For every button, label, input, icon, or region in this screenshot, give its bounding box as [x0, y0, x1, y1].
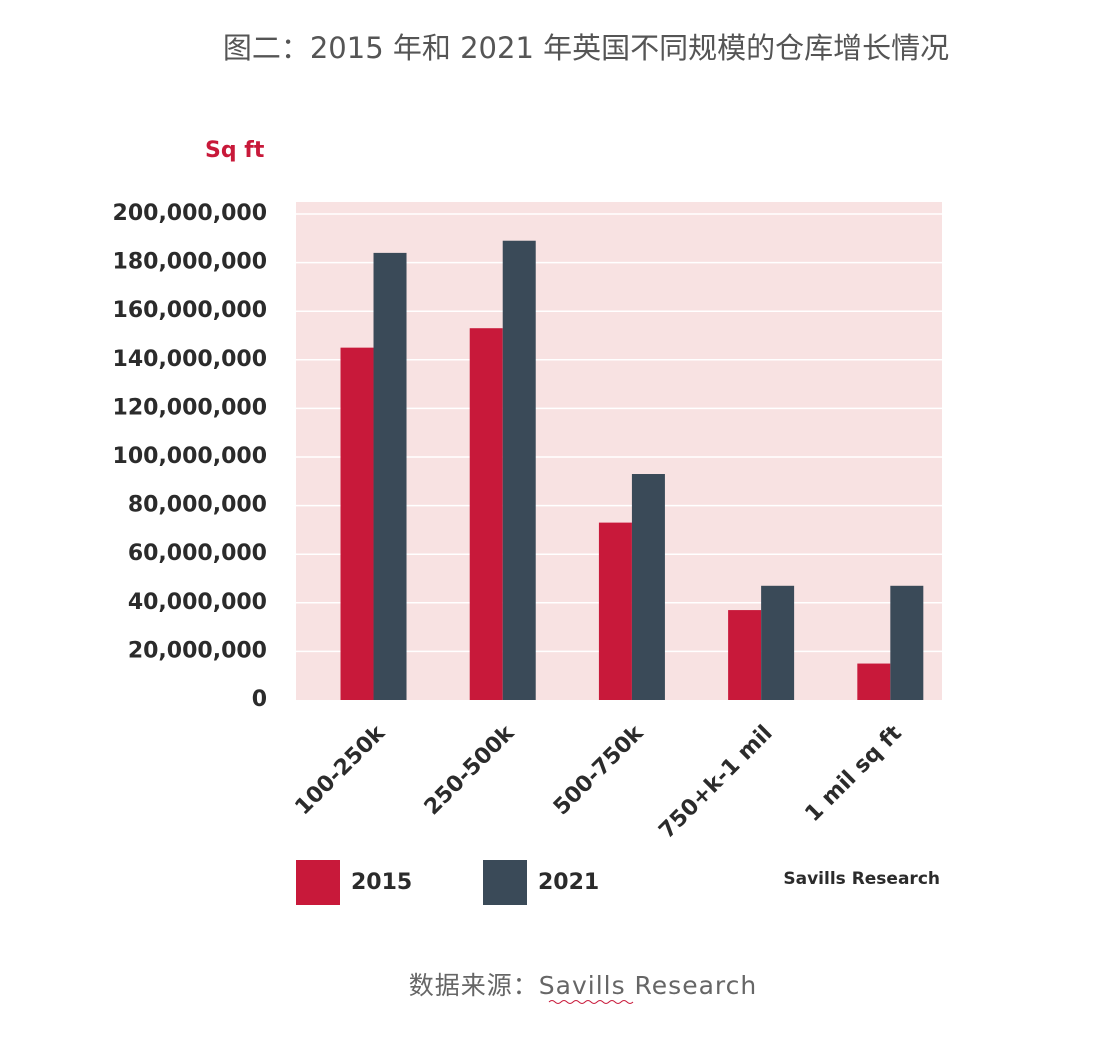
legend-label: 2015 [351, 870, 412, 895]
underline [548, 1000, 634, 1004]
bar [728, 610, 762, 700]
y-tick-label: 80,000,000 [128, 493, 267, 518]
y-tick-label: 140,000,000 [113, 347, 267, 372]
y-tick-label: 20,000,000 [128, 638, 267, 663]
legend-label: 2021 [538, 870, 599, 895]
y-tick-label: 100,000,000 [113, 444, 267, 469]
bar [373, 252, 407, 700]
bar [340, 347, 374, 700]
y-tick-label: 40,000,000 [128, 590, 267, 615]
y-unit: Sq ft [205, 138, 265, 163]
legend-swatch [483, 860, 527, 905]
y-tick-label: 160,000,000 [113, 298, 267, 323]
bar [890, 585, 924, 700]
bar [598, 522, 632, 700]
x-tick-label: 500-750k [549, 720, 649, 820]
chart-title: 图二：2015 年和 2021 年英国不同规模的仓库增长情况 [223, 31, 949, 65]
bar [761, 585, 795, 700]
x-tick-label: 250-500k [420, 720, 520, 820]
bar [469, 328, 503, 700]
footer: 数据来源：Savills Research [409, 971, 757, 1000]
y-tick-label: 0 [252, 687, 267, 712]
credit: Savills Research [783, 869, 940, 889]
legend-swatch [296, 860, 340, 905]
y-tick-label: 200,000,000 [113, 201, 267, 226]
x-tick-label: 100-250k [291, 720, 391, 820]
x-tick-label: 750+k-1 mil [655, 721, 778, 844]
y-tick-label: 60,000,000 [128, 541, 267, 566]
bar [502, 240, 536, 701]
bar [631, 474, 665, 700]
bar [857, 663, 891, 700]
y-tick-label: 120,000,000 [113, 395, 267, 420]
y-tick-label: 180,000,000 [113, 250, 267, 275]
x-tick-label: 1 mil sq ft [801, 720, 908, 827]
